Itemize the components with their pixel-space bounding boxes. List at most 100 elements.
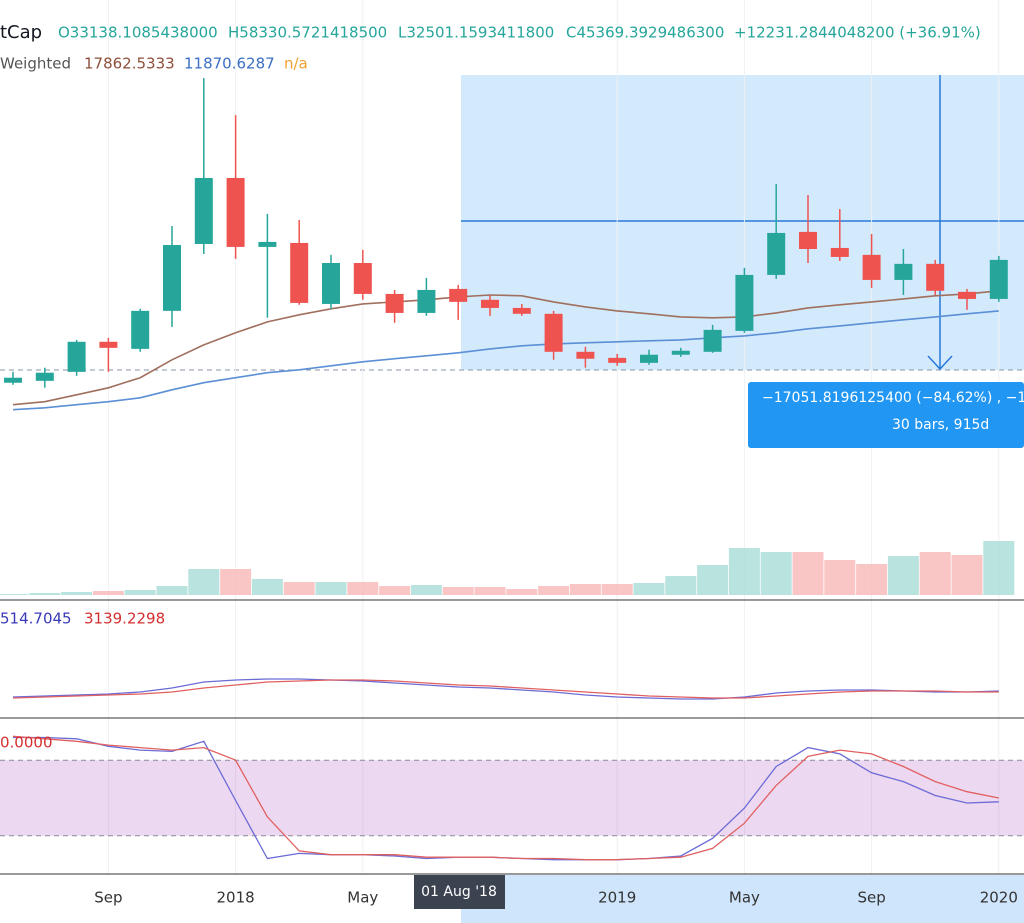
ma-name: Weighted: [0, 55, 71, 73]
volume-bar: [379, 586, 411, 595]
candle-body: [35, 372, 54, 381]
candle-body: [512, 307, 531, 314]
stoch-value: 0.0000: [0, 734, 53, 752]
x-tick-label: 2020: [980, 889, 1018, 907]
volume-bar: [61, 592, 93, 595]
volume-bar: [951, 555, 983, 595]
volume-bar: [0, 594, 29, 595]
ma-value: 17862.5333: [84, 55, 175, 73]
candle-body: [576, 351, 595, 359]
volume-bar: [983, 541, 1015, 595]
candle-body: [608, 357, 627, 363]
volume-bar: [283, 582, 315, 595]
x-tick-label: Sep: [857, 889, 885, 907]
candle-body: [67, 341, 86, 372]
ohlc-high: H58330.5721418500: [228, 24, 387, 42]
candle-body: [671, 350, 690, 355]
candle-body: [767, 232, 786, 275]
ohlc-close: C45369.3929486300: [566, 24, 724, 42]
volume-bar: [601, 584, 633, 595]
measure-text: −17051.8196125400 (−84.62%) , −17: [762, 390, 1024, 406]
x-tick-label: 2018: [217, 889, 255, 907]
macd-value: 3139.2298: [84, 610, 165, 628]
candle-body: [99, 341, 118, 348]
volume-bar: [887, 556, 919, 595]
x-tick-label: May: [729, 889, 760, 907]
volume-bar: [569, 584, 601, 595]
candle-body: [958, 291, 976, 299]
volume-bar: [124, 590, 156, 595]
volume-bar: [315, 582, 347, 595]
volume-bar: [188, 569, 220, 595]
volume-bar: [697, 565, 729, 595]
x-tick-label: Sep: [94, 889, 122, 907]
volume-bar: [728, 548, 760, 595]
indicator-line: [12, 290, 999, 406]
indicator-line: [12, 735, 999, 861]
volume-bar: [347, 582, 379, 595]
macd-value: 514.7045: [0, 610, 72, 628]
ohlc-low: L32501.1593411800: [398, 24, 554, 42]
candle-body: [862, 254, 881, 280]
volume-bar: [251, 579, 283, 595]
volume-bar: [538, 586, 570, 595]
ma-value: 11870.6287: [184, 55, 275, 73]
indicator-line: [12, 679, 999, 699]
ohlc-open: O33138.1085438000: [58, 24, 218, 42]
marks: [0, 0, 1024, 874]
volume-bar: [760, 552, 792, 595]
symbol: tCap: [0, 22, 42, 43]
candle-body: [449, 288, 468, 302]
volume-bar: [220, 569, 252, 595]
volume-bar: [824, 560, 856, 595]
time-axis: Sep 2018 May 2019 May Sep 2020: [94, 889, 1018, 907]
candle-body: [290, 242, 309, 303]
candle-body: [385, 293, 404, 313]
indicator-line: [12, 678, 999, 700]
stoch-band: [0, 760, 1024, 836]
volume-bar: [792, 552, 824, 595]
candle-body: [131, 310, 150, 349]
indicator-line: [12, 310, 999, 411]
candle-body: [830, 247, 849, 257]
measure-arrowhead: [927, 355, 953, 371]
axis-highlight: [461, 875, 1024, 923]
candle-body: [799, 231, 817, 249]
ohlc-change: +12231.2844048200 (+36.91%): [734, 24, 981, 42]
ma-value: n/a: [284, 55, 308, 73]
candle-body: [481, 299, 499, 308]
candle-body: [353, 262, 372, 294]
x-tick-label: 2019: [598, 889, 636, 907]
candle-body: [4, 377, 22, 383]
volume-bar: [665, 576, 697, 595]
volume-bar: [919, 552, 951, 595]
volume-bar: [474, 587, 506, 595]
crosshair-date: 01 Aug '18: [421, 884, 497, 900]
candle-body: [989, 259, 1008, 299]
volume-bar: [856, 564, 888, 595]
volume-bar: [156, 586, 188, 595]
measure-box: [748, 382, 1024, 448]
candle-body: [926, 263, 945, 291]
volume-bar: [442, 587, 474, 595]
candle-body: [703, 329, 722, 352]
volume-bar: [410, 585, 442, 595]
candle-body: [226, 177, 245, 247]
candle-body: [894, 263, 913, 280]
candle-body: [544, 313, 563, 352]
candle-body: [258, 241, 277, 247]
candle-body: [640, 354, 658, 363]
volume-bar: [29, 593, 61, 595]
candle-body: [163, 245, 181, 311]
volume-bar: [506, 589, 538, 595]
candle-body: [194, 177, 213, 244]
volume-bar: [92, 591, 124, 595]
measure-text: 30 bars, 915d: [892, 417, 989, 433]
candle-body: [322, 262, 340, 304]
crosshair-badge: [414, 875, 505, 909]
x-tick-label: May: [347, 889, 378, 907]
volume-bar: [633, 583, 665, 595]
candle-body: [735, 274, 754, 331]
